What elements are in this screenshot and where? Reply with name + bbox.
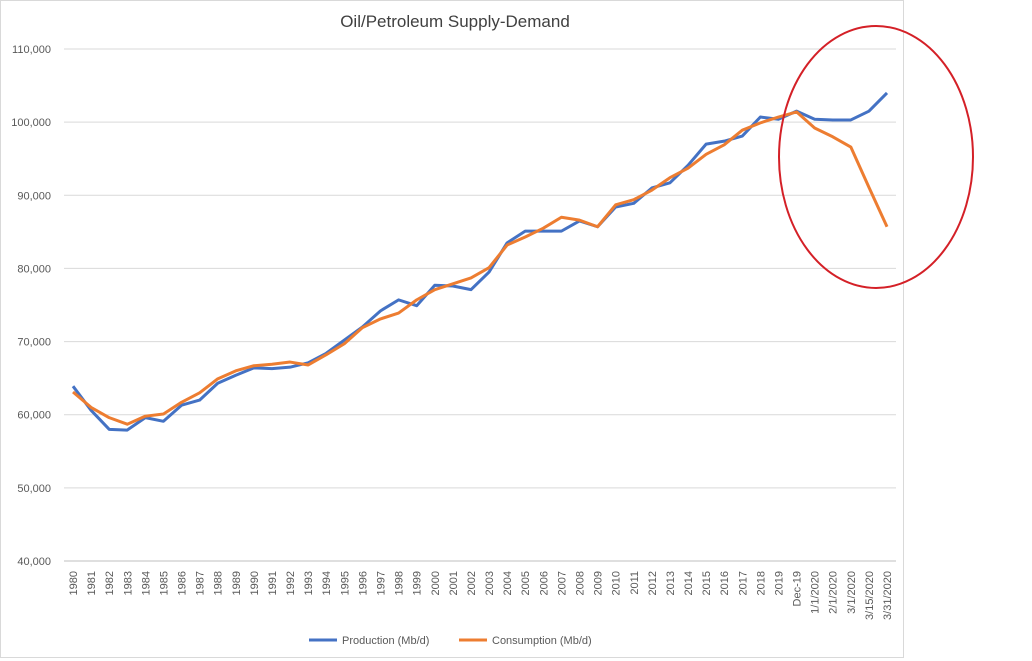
x-tick-label: 2007 <box>556 571 568 595</box>
x-tick-label: 1990 <box>249 571 261 595</box>
x-tick-label: 1985 <box>158 571 170 595</box>
legend-label: Production (Mb/d) <box>342 635 429 647</box>
y-tick-label: 50,000 <box>17 483 51 495</box>
x-tick-label: 2015 <box>701 571 713 595</box>
x-tick-label: 2009 <box>593 571 605 595</box>
series-line <box>72 110 889 426</box>
x-tick-label: 1998 <box>394 571 406 595</box>
x-tick-label: 2011 <box>629 571 641 595</box>
x-tick-label: 2006 <box>538 571 550 595</box>
x-tick-label: 1982 <box>104 571 116 595</box>
legend-label: Consumption (Mb/d) <box>492 635 592 647</box>
x-tick-label: 2018 <box>755 571 767 595</box>
x-tick-label: 1988 <box>213 571 225 595</box>
x-tick-label: 1984 <box>140 571 152 595</box>
x-tick-label: 2019 <box>773 571 785 595</box>
x-tick-label: 2/1/2020 <box>828 571 840 614</box>
x-tick-label: 2005 <box>520 571 532 595</box>
y-tick-label: 90,000 <box>17 190 51 202</box>
y-tick-label: 70,000 <box>17 337 51 349</box>
x-tick-label: 2016 <box>719 571 731 595</box>
x-tick-label: 2013 <box>665 571 677 595</box>
x-tick-label: 1997 <box>376 571 388 595</box>
x-tick-label: 2012 <box>647 571 659 595</box>
y-tick-label: 40,000 <box>17 556 51 568</box>
x-tick-label: 1991 <box>267 571 279 595</box>
x-tick-label: 1992 <box>285 571 297 595</box>
x-tick-label: 1996 <box>357 571 369 595</box>
y-tick-label: 80,000 <box>17 263 51 275</box>
x-tick-label: 2004 <box>502 571 514 595</box>
x-tick-label: 1987 <box>195 571 207 595</box>
x-tick-label: 2008 <box>574 571 586 595</box>
chart-title: Oil/Petroleum Supply-Demand <box>340 12 570 31</box>
x-tick-label: Dec-19 <box>792 571 804 606</box>
y-tick-label: 110,000 <box>12 44 51 56</box>
x-tick-label: 1/1/2020 <box>810 571 822 614</box>
x-tick-label: 2017 <box>737 571 749 595</box>
x-tick-label: 1999 <box>412 571 424 595</box>
x-tick-label: 1980 <box>68 571 80 595</box>
y-tick-label: 100,000 <box>11 117 51 129</box>
x-tick-label: 1983 <box>122 571 134 595</box>
x-tick-label: 2000 <box>430 571 442 595</box>
x-tick-label: 1986 <box>177 571 189 595</box>
x-tick-label: 1993 <box>303 571 315 595</box>
x-tick-label: 3/31/2020 <box>882 571 894 620</box>
x-tick-label: 2001 <box>448 571 460 595</box>
x-tick-label: 2014 <box>683 571 695 595</box>
x-tick-label: 1981 <box>86 571 98 595</box>
x-tick-label: 2003 <box>484 571 496 595</box>
x-tick-label: 2010 <box>611 571 623 595</box>
x-tick-label: 3/1/2020 <box>846 571 858 614</box>
x-tick-label: 1995 <box>339 571 351 595</box>
x-tick-label: 1994 <box>321 571 333 595</box>
x-tick-label: 1989 <box>231 571 243 595</box>
x-tick-label: 2002 <box>466 571 478 595</box>
y-tick-label: 60,000 <box>17 410 51 422</box>
chart-frame <box>0 0 904 658</box>
plot-area: 40,000 50,000 60,000 70,000 80,000 90,000 100,… <box>11 44 896 620</box>
x-tick-label: 3/15/2020 <box>864 571 876 620</box>
highlight-circle <box>778 25 974 289</box>
